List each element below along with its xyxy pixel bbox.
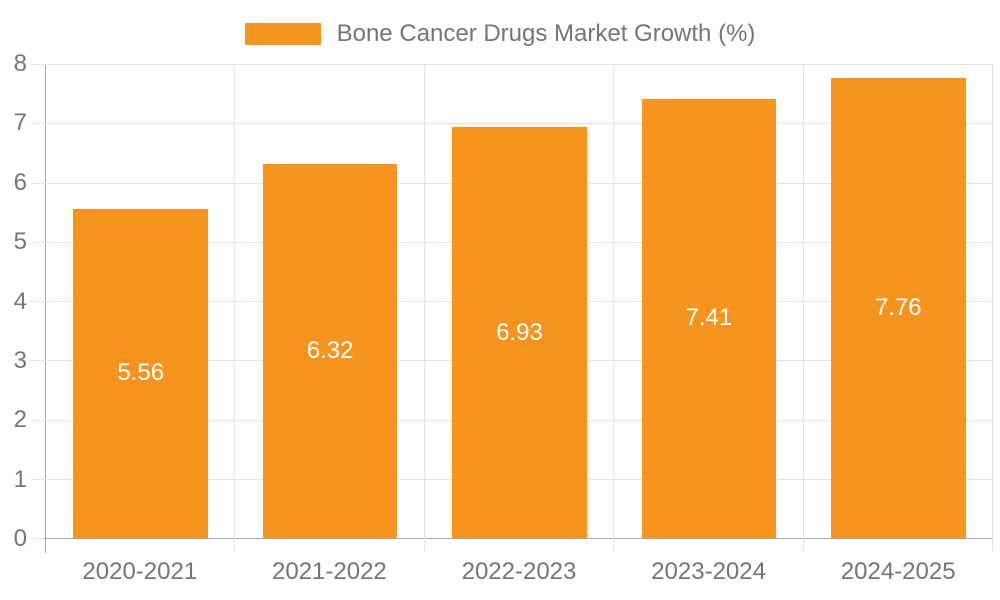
x-tick-mark [802, 538, 804, 551]
x-axis: 2020-2021 2021-2022 2022-2023 2023-2024 2024… [45, 556, 993, 588]
x-tick-mark [45, 538, 46, 553]
h-gridline [46, 64, 993, 65]
x-tick-label: 2024-2025 [840, 558, 956, 585]
y-axis: 0 1 2 3 4 5 6 7 8 [0, 52, 27, 551]
x-tick-mark [992, 538, 993, 551]
v-gridline [613, 64, 615, 538]
bar[interactable]: 6.93 [452, 127, 587, 538]
x-tick-label: 2022-2023 [461, 558, 577, 585]
y-tick-label: 5 [13, 228, 27, 256]
y-tick-label: 0 [13, 525, 27, 552]
y-tick-mark [31, 301, 46, 302]
bar-value-label: 7.41 [685, 304, 733, 332]
legend-swatch [244, 23, 321, 45]
h-gridline [46, 123, 993, 125]
y-tick-label: 2 [13, 406, 27, 434]
bar[interactable]: 7.41 [641, 98, 777, 538]
x-tick-mark [423, 538, 425, 551]
y-tick-label: 6 [13, 168, 27, 196]
y-tick-mark [31, 64, 46, 65]
v-gridline [234, 64, 236, 538]
y-tick-mark [31, 123, 46, 125]
x-tick-label: 2021-2022 [272, 558, 387, 585]
legend-label: Bone Cancer Drugs Market Growth (%) [336, 20, 756, 47]
y-tick-label: 1 [13, 465, 27, 493]
bar-value-label: 7.76 [874, 294, 922, 322]
y-tick-mark [31, 241, 46, 243]
bar[interactable]: 5.56 [73, 208, 208, 538]
y-tick-label: 3 [13, 346, 27, 374]
y-tick-mark [31, 182, 46, 184]
bar[interactable]: 6.32 [262, 163, 398, 538]
x-tick-mark [234, 538, 236, 551]
bar-value-label: 6.32 [306, 336, 354, 364]
y-tick-label: 4 [13, 287, 27, 315]
v-gridline [802, 64, 804, 538]
v-gridline [423, 64, 425, 538]
x-tick-mark [613, 538, 615, 551]
y-tick-label: 7 [13, 109, 27, 137]
v-gridline [992, 64, 993, 538]
bar-value-label: 6.93 [496, 318, 543, 346]
y-tick-mark [31, 478, 46, 480]
bar-value-label: 5.56 [117, 359, 165, 387]
x-tick-label: 2020-2021 [82, 558, 198, 585]
y-tick-mark [31, 538, 46, 539]
legend-item[interactable]: Bone Cancer Drugs Market Growth (%) [0, 20, 1000, 48]
x-tick-label: 2023-2024 [651, 558, 766, 585]
plot-area: 5.56 6.32 6.93 7.41 7.76 [31, 64, 993, 553]
bar[interactable]: 7.76 [831, 78, 966, 538]
y-tick-mark [31, 419, 46, 421]
y-tick-label: 8 [13, 50, 27, 77]
y-tick-mark [31, 360, 46, 362]
